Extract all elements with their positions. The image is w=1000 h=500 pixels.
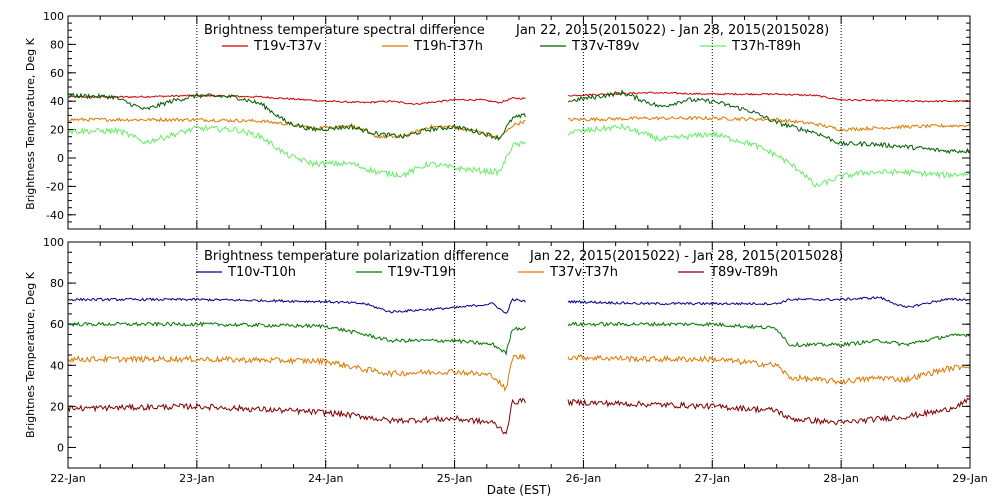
panel-polarization-x-ticks	[67, 242, 971, 468]
panel-spectral-title: Brightness temperature spectral differen…	[204, 23, 485, 38]
y-tick-label: 80	[50, 277, 64, 290]
legend-label-t89v-t89h: T89v-T89h	[709, 265, 778, 280]
panel-spectral: Brightness temperature spectral differen…	[24, 10, 971, 230]
legend-label-t10v-t10h: T10v-T10h	[227, 265, 296, 280]
y-tick-label: -20	[46, 180, 64, 193]
panel-spectral-frame	[67, 15, 971, 230]
panel-spectral-series	[67, 89, 971, 188]
y-tick-label: 40	[50, 359, 64, 372]
x-tick-label: 24-Jan	[308, 472, 344, 485]
x-tick-label: 25-Jan	[437, 472, 473, 485]
series-line-t37v-t89v	[67, 89, 971, 155]
y-tick-label: 60	[50, 67, 64, 80]
legend-label-t37h-t89h: T37h-T89h	[731, 39, 801, 54]
legend-label-t19v-t19h: T19v-T19h	[387, 265, 456, 280]
y-tick-label: 100	[43, 236, 64, 249]
y-tick-label: 20	[50, 124, 64, 137]
x-tick-label: 28-Jan	[823, 472, 859, 485]
y-tick-label: -40	[46, 209, 64, 222]
panel-polarization-title: Brightness temperature polarization diff…	[204, 249, 509, 264]
series-line-t37h-t89h	[67, 122, 971, 188]
panel-polarization-ylabel: Brightnes Temperature, Deg K	[24, 271, 37, 438]
x-tick-label: 23-Jan	[179, 472, 215, 485]
panel-spectral-grid	[196, 16, 842, 229]
x-tick-label: 22-Jan	[50, 472, 86, 485]
panel-polarization-series	[67, 296, 971, 435]
panel-spectral-legend: T19v-T37v T19h-T37h T37v-T89v T37h-T89h	[222, 39, 801, 54]
y-tick-label: 100	[43, 10, 64, 23]
panel-spectral-y-ticks: -40 -20 0 20 40 60 80 100	[43, 10, 970, 230]
x-tick-label: 27-Jan	[695, 472, 731, 485]
series-line-t19v-t37v	[67, 91, 971, 106]
y-tick-label: 0	[57, 441, 64, 454]
y-tick-label: 60	[50, 318, 64, 331]
series-line-t19h-t37h	[68, 115, 971, 140]
series-line-t37v-t37h	[67, 353, 971, 392]
x-tick-labels: 22-Jan 23-Jan 24-Jan 25-Jan 26-Jan 27-Jan 28-J…	[50, 472, 988, 485]
series-line-t10v-t10h	[68, 296, 971, 315]
x-tick-label: 29-Jan	[952, 472, 988, 485]
legend-label-t19v-t37v: T19v-T37v	[253, 39, 322, 54]
panel-spectral-ylabel: Brightness Temperature, Deg K	[24, 37, 37, 209]
series-line-t89v-t89h	[67, 397, 971, 435]
y-tick-label: 80	[50, 38, 64, 51]
x-axis-label: Date (EST)	[487, 483, 551, 497]
panel-polarization: Brightness temperature polarization diff…	[24, 236, 988, 497]
legend-label-t19h-t37h: T19h-T37h	[413, 39, 483, 54]
panel-polarization-date-range: Jan 22, 2015(2015022) - Jan 28, 2015(201…	[529, 249, 843, 264]
panel-polarization-legend: T10v-T10h T19v-T19h T37v-T37h T89v-T89h	[196, 265, 778, 280]
y-tick-label: 20	[50, 400, 64, 413]
panel-spectral-date-range: Jan 22, 2015(2015022) - Jan 28, 2015(201…	[515, 23, 829, 38]
y-tick-label: 40	[50, 95, 64, 108]
x-tick-label: 26-Jan	[566, 472, 602, 485]
y-tick-label: 0	[57, 152, 64, 165]
series-line-t19v-t19h	[67, 321, 971, 356]
legend-label-t37v-t89v: T37v-T89v	[571, 39, 640, 54]
panel-spectral-x-ticks	[67, 16, 971, 229]
panel-polarization-frame	[67, 241, 971, 469]
